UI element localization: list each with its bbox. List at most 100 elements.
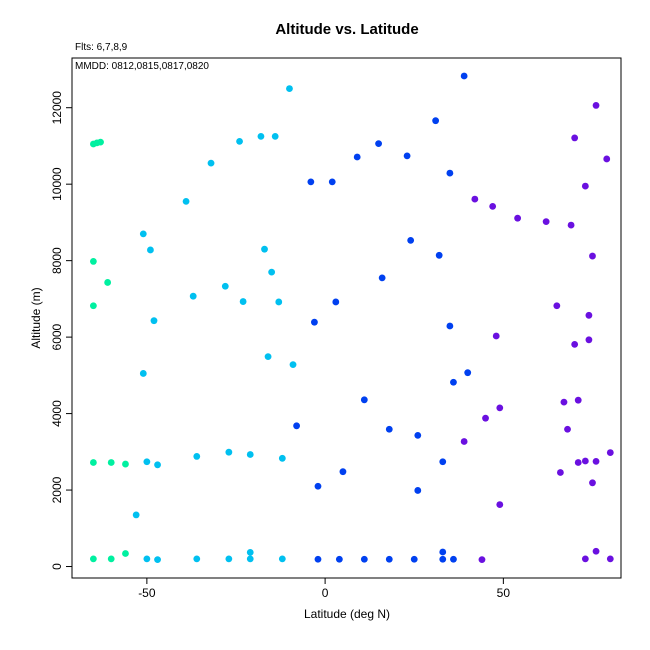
data-point bbox=[514, 214, 522, 222]
data-point bbox=[375, 140, 382, 148]
y-tick-label: 8000 bbox=[50, 247, 64, 274]
data-point bbox=[293, 422, 300, 430]
data-point bbox=[482, 414, 489, 422]
data-point bbox=[257, 132, 265, 140]
data-point bbox=[89, 555, 97, 563]
data-point bbox=[439, 555, 447, 563]
data-point bbox=[132, 511, 140, 519]
data-point bbox=[496, 404, 504, 412]
data-point bbox=[592, 457, 600, 465]
data-point bbox=[571, 340, 579, 348]
data-point bbox=[107, 459, 115, 466]
y-tick-label: 12000 bbox=[50, 91, 64, 125]
data-point bbox=[489, 202, 497, 210]
y-axis: 0 2000 4000 6000 8000 10000 12000 bbox=[50, 91, 72, 570]
y-tick-label: 2000 bbox=[50, 476, 64, 503]
data-point bbox=[89, 258, 97, 265]
data-point bbox=[353, 153, 361, 161]
y-tick-label: 0 bbox=[50, 563, 64, 570]
data-point bbox=[581, 182, 589, 190]
data-point bbox=[560, 398, 568, 406]
data-point bbox=[410, 555, 418, 563]
data-point bbox=[122, 460, 129, 468]
data-point bbox=[311, 318, 318, 326]
data-point bbox=[189, 292, 197, 300]
data-point bbox=[460, 438, 468, 445]
series-1 bbox=[89, 138, 129, 563]
y-axis-label: Altitude (m) bbox=[29, 287, 43, 348]
data-point bbox=[193, 555, 201, 563]
data-point bbox=[289, 361, 297, 369]
data-point bbox=[268, 268, 276, 276]
data-point bbox=[450, 378, 457, 386]
data-point bbox=[435, 251, 443, 259]
data-point bbox=[246, 548, 254, 556]
data-point bbox=[556, 469, 564, 476]
data-point bbox=[432, 117, 440, 125]
data-point bbox=[225, 555, 233, 563]
data-point bbox=[450, 555, 457, 563]
data-point bbox=[553, 302, 561, 310]
data-point bbox=[385, 555, 393, 563]
data-point bbox=[414, 487, 422, 494]
y-tick-label: 10000 bbox=[50, 167, 64, 201]
data-point bbox=[107, 555, 115, 563]
data-point bbox=[589, 252, 596, 260]
data-point bbox=[585, 336, 593, 344]
data-point bbox=[264, 353, 272, 361]
data-point bbox=[439, 548, 447, 556]
data-point bbox=[603, 155, 611, 163]
data-point bbox=[89, 302, 97, 310]
series-4 bbox=[460, 102, 614, 564]
data-point bbox=[139, 370, 147, 377]
data-point bbox=[606, 449, 614, 456]
data-point bbox=[246, 555, 254, 563]
data-point bbox=[335, 555, 343, 563]
series-3 bbox=[293, 72, 472, 563]
data-point bbox=[574, 396, 582, 404]
data-point bbox=[271, 132, 279, 140]
data-point bbox=[585, 311, 593, 319]
data-point bbox=[446, 322, 454, 330]
data-point bbox=[89, 459, 97, 466]
data-point bbox=[221, 282, 229, 290]
data-point bbox=[567, 221, 575, 229]
x-tick-label: 0 bbox=[322, 586, 329, 600]
data-point bbox=[154, 461, 161, 469]
data-point bbox=[278, 454, 286, 462]
data-point bbox=[574, 459, 582, 466]
flights-annotation: Flts: 6,7,8,9 bbox=[75, 42, 128, 53]
x-axis-label: Latitude (deg N) bbox=[304, 607, 390, 621]
data-point bbox=[225, 448, 233, 456]
y-tick-label: 6000 bbox=[50, 323, 64, 350]
data-point bbox=[143, 555, 151, 563]
data-point bbox=[496, 501, 504, 508]
data-point bbox=[464, 369, 472, 377]
y-tick-label: 4000 bbox=[50, 400, 64, 427]
data-point bbox=[407, 236, 415, 244]
data-point bbox=[314, 555, 322, 563]
data-point bbox=[207, 159, 215, 167]
data-point bbox=[286, 85, 293, 92]
data-point bbox=[360, 396, 368, 404]
data-point bbox=[246, 451, 254, 458]
data-point bbox=[589, 479, 596, 487]
data-point bbox=[385, 425, 393, 433]
data-point bbox=[261, 245, 268, 253]
series-2 bbox=[132, 85, 297, 564]
data-point bbox=[478, 556, 486, 564]
data-point bbox=[278, 555, 286, 563]
plot-frame bbox=[71, 57, 622, 579]
x-axis: -50 0 50 bbox=[138, 578, 510, 600]
data-point bbox=[471, 195, 479, 203]
data-point bbox=[147, 246, 154, 254]
data-point bbox=[378, 274, 386, 282]
data-point bbox=[460, 72, 468, 80]
data-point bbox=[360, 555, 368, 563]
data-point bbox=[592, 547, 600, 555]
data-point bbox=[143, 458, 151, 466]
data-point bbox=[328, 178, 336, 186]
data-point bbox=[150, 317, 158, 325]
data-point bbox=[236, 137, 243, 145]
